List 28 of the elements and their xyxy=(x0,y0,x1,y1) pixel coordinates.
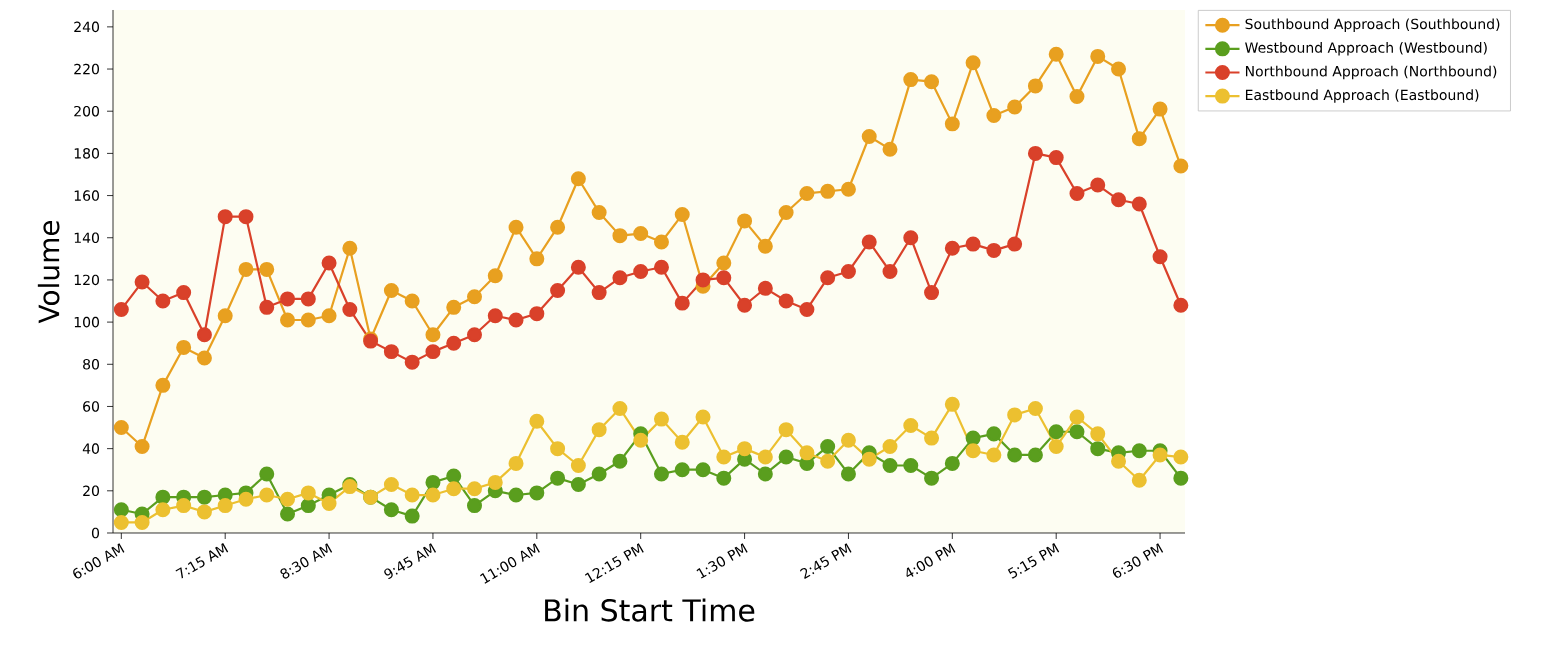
y-tick-label: 20 xyxy=(83,485,100,497)
y-axis-title: Volume xyxy=(37,220,60,324)
x-tick-label: 9:45 AM xyxy=(384,543,437,580)
y-tick-label: 180 xyxy=(74,148,99,159)
y-tick-label: 40 xyxy=(82,443,100,454)
legend-label: Westbound Approach (Westbound) xyxy=(1245,42,1487,56)
x-tick-label: 6:00 AM xyxy=(73,543,125,579)
y-tick-label: 60 xyxy=(83,401,100,412)
x-axis-title: Bin Start Time xyxy=(545,598,755,622)
x-tick-label: 7:15 AM xyxy=(175,543,229,579)
y-tick-label: 200 xyxy=(74,105,99,117)
y-tick-label: 80 xyxy=(83,358,100,370)
x-tick-label: 8:30 AM xyxy=(280,543,333,579)
legend-label: Northbound Approach (Northbound) xyxy=(1245,65,1497,80)
y-tick-label: 240 xyxy=(74,21,99,33)
y-tick-label: 160 xyxy=(74,190,99,201)
y-tick-label: 140 xyxy=(74,232,99,244)
y-tick-label: 0 xyxy=(91,527,100,539)
legend-label: Eastbound Approach (Eastbound) xyxy=(1245,89,1479,103)
x-tick-label: 4:00 PM xyxy=(906,543,956,578)
y-tick-label: 100 xyxy=(74,316,99,328)
y-tick-label: 220 xyxy=(74,63,99,75)
legend-label: Southbound Approach (Southbound) xyxy=(1245,18,1500,32)
x-tick-label: 5:15 PM xyxy=(1007,543,1060,579)
x-tick-label: 1:30 PM xyxy=(696,543,748,579)
x-tick-label: 6:30 PM xyxy=(1112,543,1164,578)
y-tick-label: 120 xyxy=(74,274,99,286)
x-tick-label: 2:45 PM xyxy=(800,543,852,579)
